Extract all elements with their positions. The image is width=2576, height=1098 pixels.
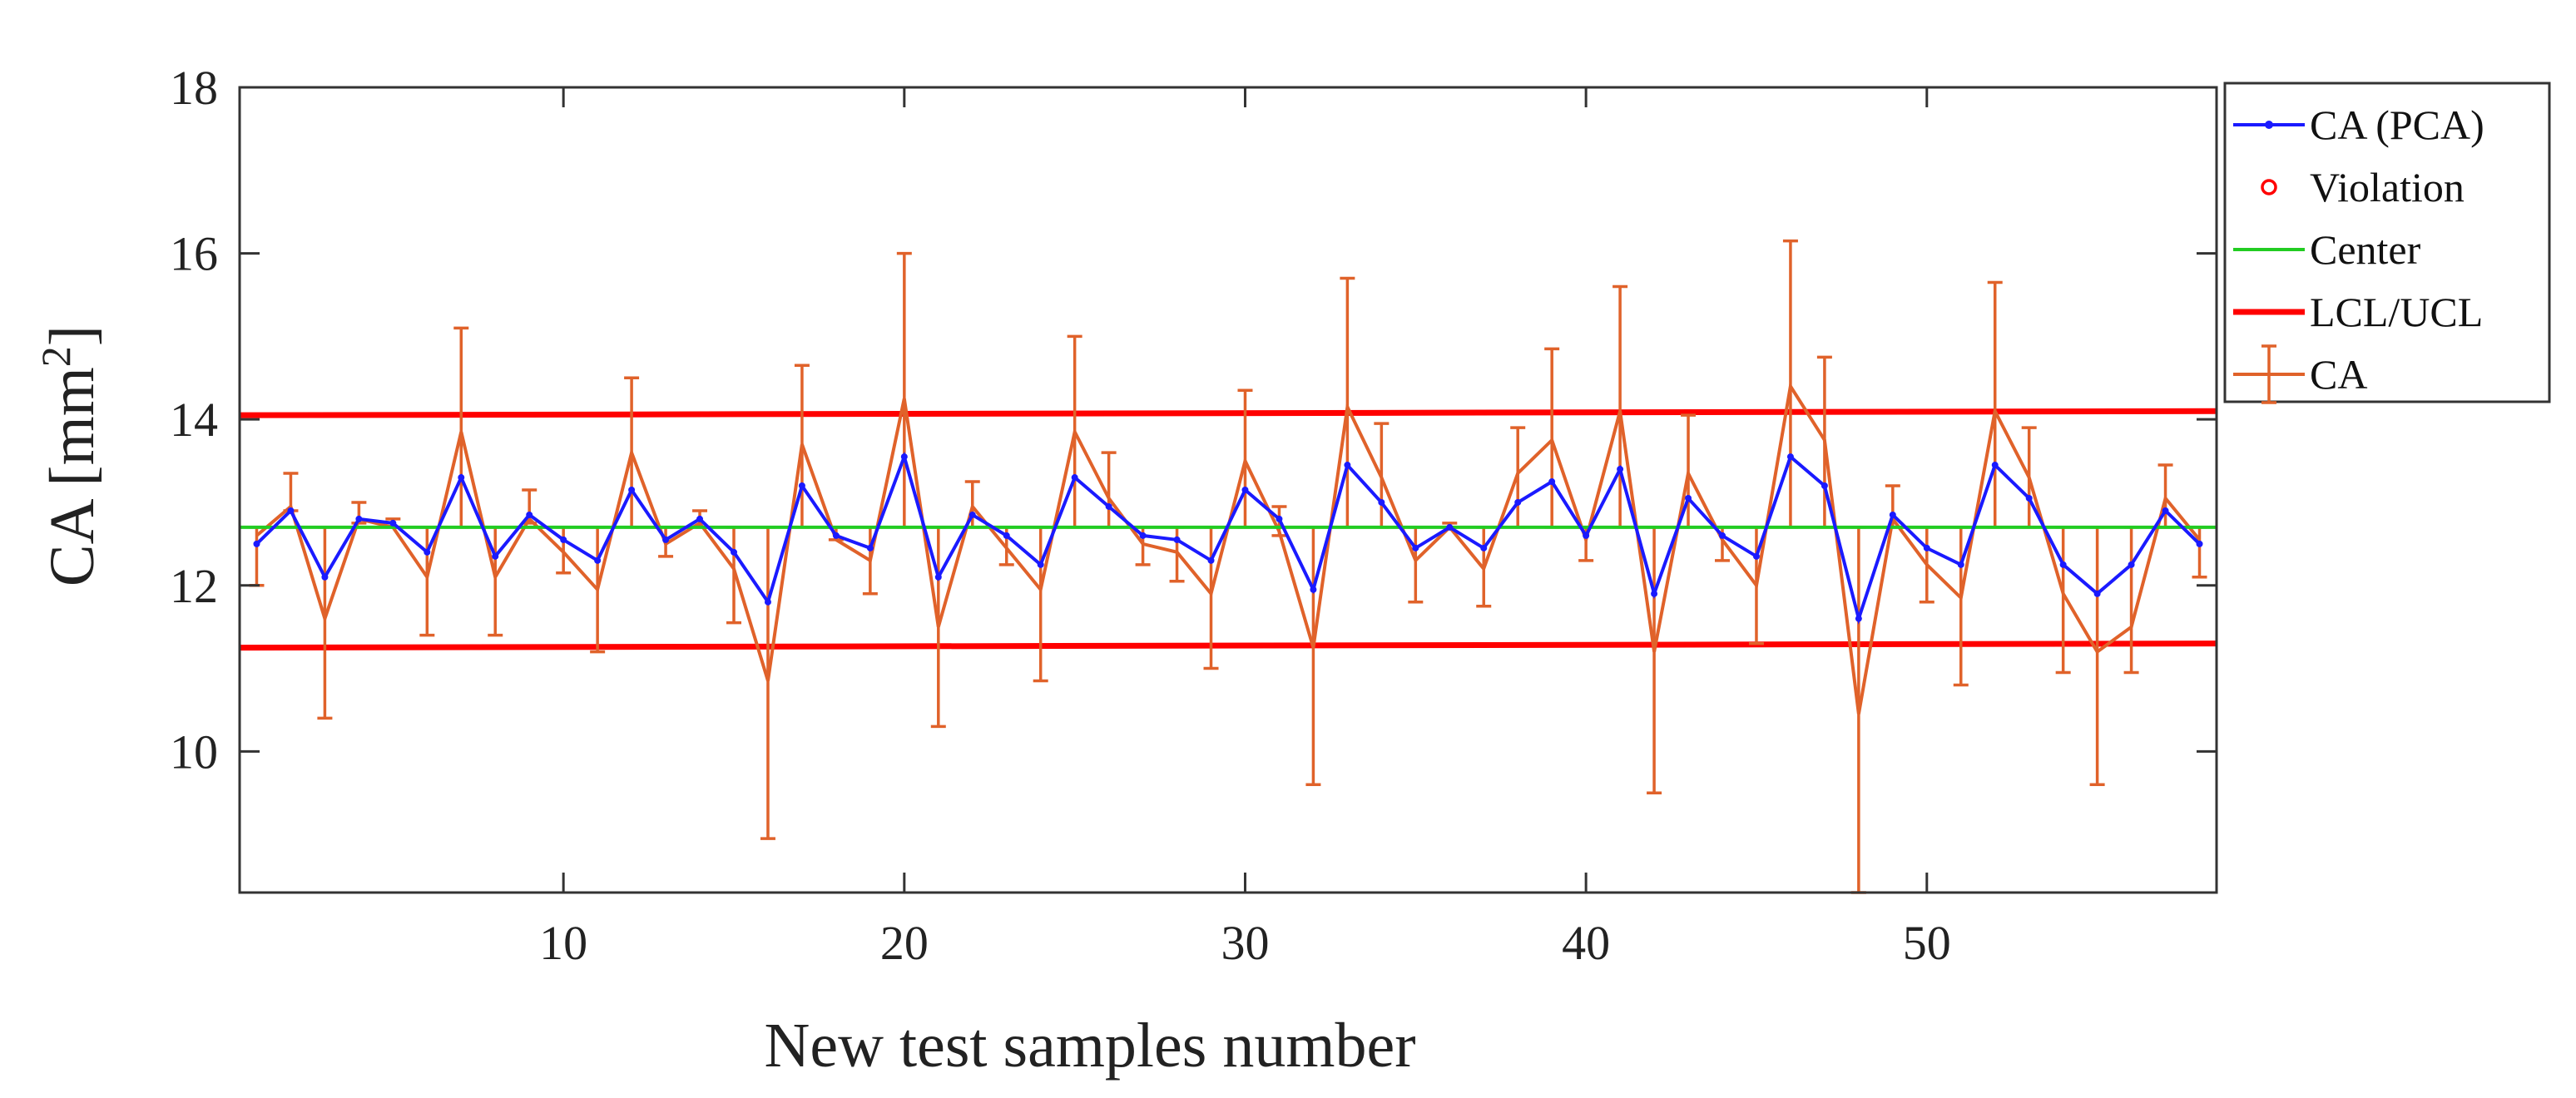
ca-pca-point (1071, 474, 1078, 482)
ca-pca-point (321, 573, 329, 581)
lcl-line (239, 640, 2217, 651)
ca-pca-point (1548, 478, 1556, 486)
ca-pca-point (1821, 482, 1828, 490)
ca-pca-point (968, 511, 976, 518)
ca-pca-point (1480, 544, 1488, 551)
y-tick-label: 14 (170, 393, 218, 447)
ca-pca-point (798, 482, 805, 490)
ca-pca-point (492, 552, 499, 560)
ca-pca-point (2196, 540, 2203, 547)
ca-pca-point (389, 519, 397, 527)
legend-label: Center (2310, 226, 2421, 273)
legend-label: Violation (2310, 164, 2465, 210)
ca-pca-point (1241, 487, 1249, 493)
x-tick-label: 50 (1903, 916, 1951, 970)
x-tick-label: 30 (1221, 916, 1269, 970)
ca-pca-point (900, 453, 908, 461)
ca-pca-point (2162, 507, 2169, 514)
y-tick-label: 10 (170, 725, 218, 779)
y-tick-label: 16 (170, 227, 218, 281)
ca-pca-point (1889, 511, 1896, 518)
legend-label: CA (2310, 351, 2367, 398)
ca-pca-point (355, 515, 363, 522)
ca-pca-point (1685, 494, 1692, 502)
ca-pca-point (1276, 515, 1283, 522)
ca-pca-point (1310, 586, 1317, 593)
ca-pca-point (1855, 615, 1862, 622)
ca-pca-point (1003, 532, 1010, 539)
x-axis-title: New test samples number (764, 1011, 1415, 1081)
y-axis-title-close: ] (37, 325, 107, 346)
ca-pca-point (1651, 590, 1658, 597)
ca-pca-point (2093, 590, 2101, 597)
ca-pca-point (1923, 544, 1930, 551)
y-tick-label: 18 (170, 61, 218, 115)
ca-pca-point (253, 540, 260, 547)
ca-pca-point (866, 544, 874, 551)
ucl-line (239, 408, 2217, 418)
ca-pca-point (1752, 552, 1760, 560)
ca-pca-point (2128, 561, 2135, 568)
ca-pca-point (1105, 502, 1112, 510)
ca-pca-point (1991, 462, 1999, 469)
legend-box (2223, 82, 2551, 403)
ca-pca-point (628, 487, 636, 493)
ca-pca-point (594, 556, 602, 564)
legend-label: LCL/UCL (2310, 289, 2483, 335)
ca-pca-point (424, 548, 431, 556)
axes: 10 20 30 40 50 10 12 14 16 18 (170, 61, 2218, 970)
ca-pca-point (560, 536, 567, 543)
ca-pca-point (934, 573, 942, 581)
ca-pca-point (1037, 561, 1044, 568)
legend-label: CA (PCA) (2310, 101, 2484, 148)
x-tick-label: 40 (1562, 916, 1610, 970)
ca-pca-point (1786, 453, 1794, 461)
ca-pca-point (1412, 544, 1419, 551)
y-axis-title: CA [mm2] (32, 325, 107, 586)
ca-pca-point (1583, 532, 1590, 539)
ca-pca-point (662, 536, 670, 543)
x-tick-label: 20 (880, 916, 929, 970)
y-tick-label: 12 (170, 559, 218, 613)
ca-pca-point (1446, 523, 1454, 531)
ca-pca-point (1514, 498, 1522, 506)
ca-pca-point (1207, 556, 1215, 564)
ca-pca-point (458, 474, 465, 482)
ca-pca-point (1139, 532, 1147, 539)
ca-pca-point (1719, 532, 1726, 539)
ca-pca-series-line (255, 451, 2201, 625)
y-axis-title-main: CA [mm (37, 367, 107, 586)
legend-swatch-violation (2261, 179, 2277, 195)
ca-pca-point (2059, 561, 2067, 568)
ca-pca-point (764, 598, 771, 606)
ca-pca-point (1957, 561, 1964, 568)
ca-pca-point (526, 511, 533, 518)
ca-pca-point (731, 548, 737, 556)
x-tick-label: 10 (539, 916, 587, 970)
plot-area (239, 87, 2217, 894)
ca-pca-point (696, 515, 704, 522)
ca-pca-point (287, 507, 295, 514)
ca-pca-point (1344, 462, 1351, 469)
legend-swatch-ca-pca-dot (2265, 121, 2273, 129)
ca-pca-point (1617, 466, 1624, 473)
plot-background (240, 87, 2217, 893)
ca-pca-point (2025, 494, 2033, 502)
ca-pca-point (1378, 498, 1385, 506)
legend: CA (PCA) Violation Center LCL/UCL CA (2223, 82, 2551, 404)
ca-pca-point (832, 532, 840, 539)
plot-frame (238, 86, 2218, 894)
y-axis-title-superscript: 2 (32, 346, 79, 367)
ca-pca-point (1173, 536, 1181, 543)
